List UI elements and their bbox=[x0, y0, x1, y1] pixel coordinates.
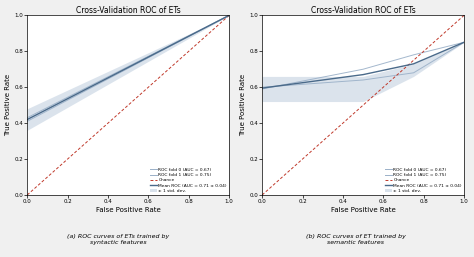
Title: Cross-Validation ROC of ETs: Cross-Validation ROC of ETs bbox=[76, 6, 181, 15]
Text: (a) ROC curves of ETs trained by
syntactic features: (a) ROC curves of ETs trained by syntact… bbox=[67, 234, 170, 245]
Legend: ROC fold 0 (AUC = 0.67), ROC fold 1 (AUC = 0.75), Chance, Mean ROC (AUC = 0.71 ±: ROC fold 0 (AUC = 0.67), ROC fold 1 (AUC… bbox=[150, 168, 227, 193]
Y-axis label: True Positive Rate: True Positive Rate bbox=[240, 74, 246, 136]
X-axis label: False Positive Rate: False Positive Rate bbox=[96, 207, 161, 213]
Title: Cross-Validation ROC of ETs: Cross-Validation ROC of ETs bbox=[311, 6, 416, 15]
Text: (b) ROC curves of ET trained by
semantic features: (b) ROC curves of ET trained by semantic… bbox=[306, 234, 405, 245]
Y-axis label: True Positive Rate: True Positive Rate bbox=[6, 74, 11, 136]
Legend: ROC fold 0 (AUC = 0.67), ROC fold 1 (AUC = 0.75), Chance, Mean ROC (AUC = 0.71 ±: ROC fold 0 (AUC = 0.67), ROC fold 1 (AUC… bbox=[385, 168, 462, 193]
X-axis label: False Positive Rate: False Positive Rate bbox=[331, 207, 395, 213]
